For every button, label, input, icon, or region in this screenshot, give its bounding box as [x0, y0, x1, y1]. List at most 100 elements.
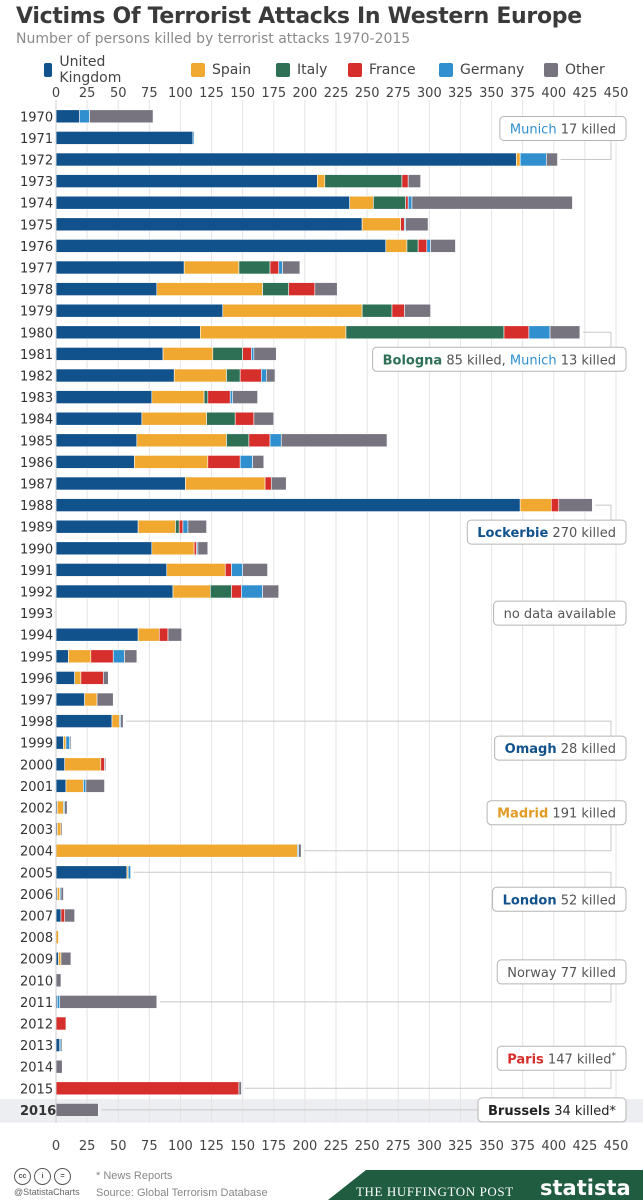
- bar-segment-other: [262, 584, 280, 599]
- x-tick-label-bottom: 275: [386, 1139, 411, 1154]
- bar-segment-italy: [345, 325, 505, 340]
- x-tick-label-top: 100: [168, 86, 193, 101]
- annotation-box: [466, 519, 627, 545]
- year-label: 2011: [20, 996, 53, 1011]
- bar-segment-spain: [516, 152, 521, 167]
- legend-swatch: [191, 63, 205, 77]
- legend-label: United Kingdom: [59, 54, 122, 86]
- x-tick-label-top: 450: [604, 86, 629, 101]
- bar-segment-spain: [58, 951, 62, 966]
- year-label: 1981: [20, 348, 53, 363]
- bar-segment-spain: [63, 735, 67, 750]
- annotation-2015: Paris 147 killed*: [244, 1045, 627, 1089]
- x-tick-label-bottom: 225: [324, 1139, 349, 1154]
- bar-segment-germany: [528, 325, 551, 340]
- x-tick-label-top: 300: [417, 86, 442, 101]
- annotation-text-part: 52 killed: [557, 893, 616, 908]
- x-tick-label-bottom: 100: [168, 1139, 193, 1154]
- year-label: 2001: [20, 780, 53, 795]
- bar-segment-france: [401, 174, 409, 188]
- bar-segment-other: [60, 1038, 63, 1052]
- annotation-text-part: 34 killed*: [550, 1104, 616, 1119]
- bar-segment-united_kingdom: [55, 347, 164, 361]
- bar-segment-other: [55, 973, 62, 988]
- bar-segment-other: [120, 714, 124, 728]
- bar-segment-other: [314, 282, 338, 296]
- footnote: * News Reports: [96, 1170, 173, 1182]
- bar-segment-germany: [65, 735, 70, 750]
- legend-label: Italy: [297, 62, 328, 78]
- bar-segment-germany: [426, 239, 431, 253]
- bar-segment-united_kingdom: [55, 627, 139, 642]
- bar-segment-germany: [127, 865, 131, 880]
- bar-segment-other: [266, 368, 276, 383]
- annotation-leader: [582, 331, 612, 348]
- bar-segment-other: [55, 1103, 99, 1117]
- bar-segment-other: [430, 239, 456, 253]
- annotation-leader: [159, 983, 612, 1003]
- x-tick-label-bottom: 200: [292, 1139, 317, 1154]
- annotation-text-part: 17 killed: [557, 123, 616, 138]
- bar-segment-united_kingdom: [55, 757, 66, 772]
- bar-segment-france: [269, 260, 280, 275]
- x-tick-label-top: 225: [324, 86, 349, 101]
- bar-segment-france: [405, 195, 409, 210]
- bar-segment-spain: [361, 217, 402, 232]
- bar-segment-united_kingdom: [55, 584, 174, 599]
- bar-segment-germany: [407, 195, 413, 210]
- bar-segment-united_kingdom: [55, 692, 85, 707]
- bar-segment-united_kingdom: [55, 498, 521, 512]
- bar-segment-france: [193, 541, 197, 556]
- annotation-text: Bologna 85 killed, Munich 13 killed: [383, 353, 616, 368]
- bar-segment-other: [69, 735, 72, 750]
- bar-segment-germany: [182, 519, 189, 534]
- annotation-text-part: no data available: [504, 607, 616, 622]
- bar-segment-united_kingdom: [55, 260, 185, 275]
- bar-segment-other: [404, 303, 431, 318]
- bar-segment-france: [60, 908, 66, 923]
- bar-segment-france: [288, 282, 316, 296]
- annotation-text: Paris 147 killed*: [507, 1051, 616, 1067]
- annotation-1993: no data available: [493, 600, 627, 626]
- bar-segment-other: [59, 995, 158, 1009]
- bar-segment-germany: [231, 563, 243, 577]
- bar-segment-united_kingdom: [55, 109, 80, 124]
- bar-segment-united_kingdom: [55, 519, 139, 534]
- legend-item-germany: Germany: [439, 61, 524, 79]
- bar-segment-italy: [324, 174, 403, 188]
- year-label: 1982: [20, 370, 53, 385]
- year-label: 1994: [20, 629, 53, 644]
- bar-segment-other: [60, 887, 64, 901]
- bar-segment-spain: [185, 476, 266, 491]
- bar-segment-spain: [137, 627, 160, 642]
- bar-segment-united_kingdom: [55, 541, 153, 556]
- x-tick-label-bottom: 450: [604, 1139, 629, 1154]
- x-tick-label-bottom: 150: [230, 1139, 255, 1154]
- legend-swatch: [44, 63, 53, 77]
- bar-segment-united_kingdom: [55, 433, 138, 448]
- year-label: 1999: [20, 737, 53, 752]
- annotation-box: [493, 600, 627, 626]
- bar-segment-spain: [151, 390, 205, 404]
- x-tick-label-top: 325: [448, 86, 473, 101]
- year-label: 2006: [20, 888, 53, 903]
- statista-logo[interactable]: statista: [540, 1176, 631, 1200]
- bar-segment-other: [104, 757, 107, 772]
- annotation-box: [494, 735, 627, 761]
- bar-segment-spain: [136, 433, 227, 448]
- year-label: 2005: [20, 866, 53, 881]
- huffington-post-logo[interactable]: THE HUFFINGTON POST: [356, 1184, 514, 1199]
- bar-segment-germany: [241, 584, 263, 599]
- bar-segment-united_kingdom: [55, 303, 224, 318]
- year-label: 1979: [20, 305, 53, 320]
- annotation-box: [486, 800, 627, 826]
- bar-segment-spain: [84, 692, 98, 707]
- annotation-1998: Omagh 28 killed: [126, 720, 627, 761]
- annotation-text-part: 270 killed: [548, 526, 616, 541]
- bar-segment-spain: [166, 563, 226, 577]
- x-tick-label-top: 0: [52, 86, 60, 101]
- legend-item-italy: Italy: [276, 61, 327, 79]
- legend-swatch: [348, 63, 362, 77]
- bar-segment-united_kingdom: [55, 779, 67, 793]
- annotation-text: Brussels 34 killed*: [488, 1104, 616, 1119]
